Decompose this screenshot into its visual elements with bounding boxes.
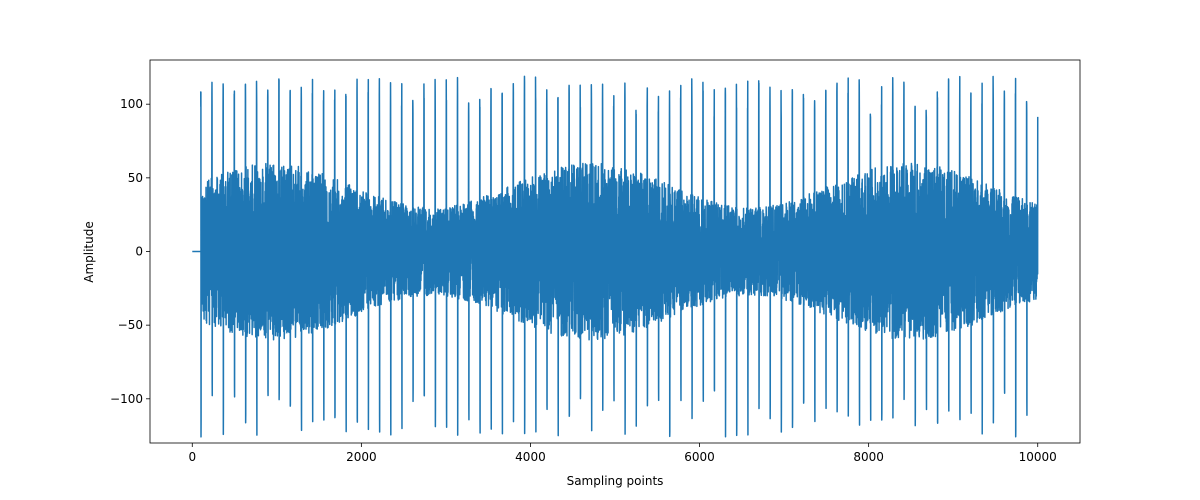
y-axis-label: Amplitude xyxy=(82,221,96,283)
y-axis: −100 −50 0 50 100 xyxy=(110,97,150,406)
x-tick-label: 8000 xyxy=(853,450,884,464)
x-axis: 0 2000 4000 6000 8000 10000 xyxy=(188,443,1057,464)
y-tick-label: −100 xyxy=(110,392,143,406)
x-tick-label: 2000 xyxy=(346,450,377,464)
y-tick-label: −50 xyxy=(118,318,143,332)
x-tick-label: 6000 xyxy=(684,450,715,464)
x-tick-label: 4000 xyxy=(515,450,546,464)
plot-area xyxy=(192,75,1039,438)
y-tick-label: 50 xyxy=(128,171,143,185)
y-tick-label: 0 xyxy=(135,245,143,259)
waveform-series-line xyxy=(199,75,1039,438)
x-tick-label: 10000 xyxy=(1019,450,1057,464)
y-tick-label: 100 xyxy=(120,97,143,111)
x-axis-label: Sampling points xyxy=(567,474,664,488)
x-tick-label: 0 xyxy=(188,450,196,464)
